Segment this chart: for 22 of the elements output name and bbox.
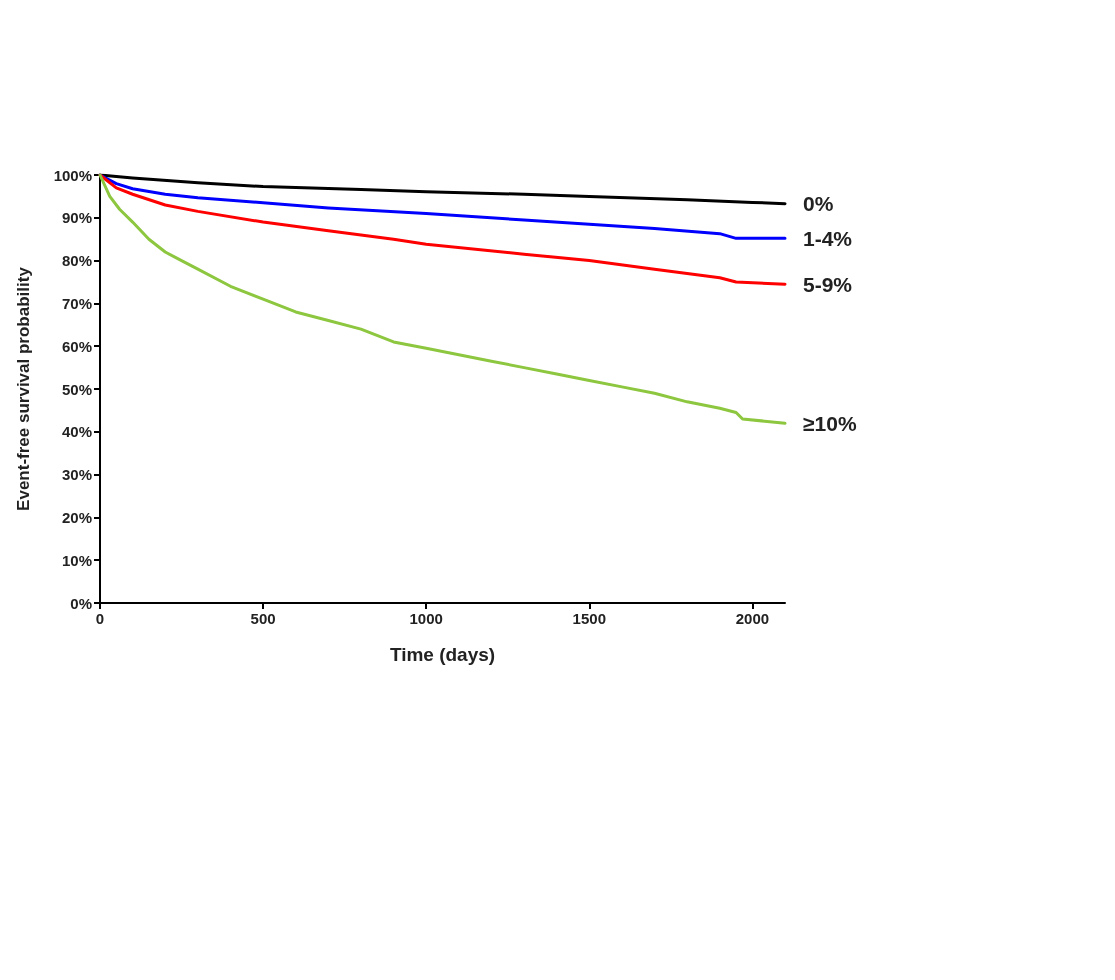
y-tick-label: 20% (61, 508, 92, 526)
series-label: 1-4% (803, 226, 853, 250)
x-tick-label: 1000 (409, 610, 443, 627)
y-tick-label: 90% (61, 209, 92, 227)
y-tick-label: 60% (61, 337, 92, 355)
x-tick-label: 500 (250, 610, 276, 627)
y-tick-label: 70% (61, 294, 92, 312)
y-tick-label: 100% (53, 166, 92, 184)
series-label: 0% (803, 192, 834, 216)
y-axis-title: Event-free survival probability (14, 266, 33, 511)
y-tick-label: 40% (61, 423, 92, 441)
y-tick-label: 0% (70, 594, 92, 612)
x-tick-label: 1500 (572, 610, 606, 627)
y-tick-label: 10% (61, 551, 92, 569)
y-tick-label: 80% (61, 252, 92, 270)
x-tick-label: 0 (95, 610, 105, 627)
x-axis-title: Time (days) (389, 644, 496, 665)
y-tick-label: 50% (61, 380, 92, 398)
y-tick-label: 30% (61, 466, 92, 484)
series-label: 5-9% (803, 272, 853, 296)
series-label: ≥10% (803, 411, 857, 435)
x-tick-label: 2000 (735, 610, 770, 627)
